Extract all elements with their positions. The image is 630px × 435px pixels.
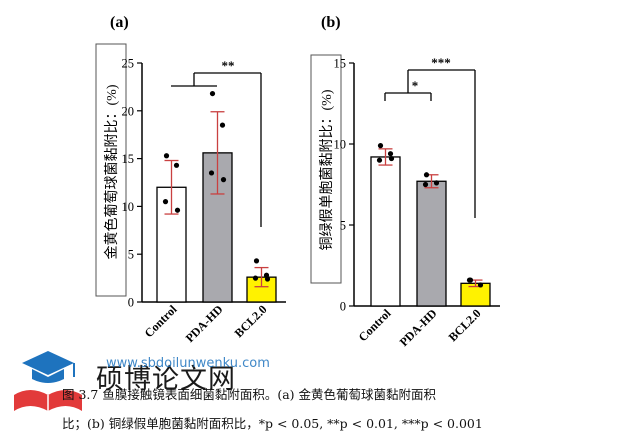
data-point <box>209 90 216 97</box>
category-label: Control <box>356 306 394 344</box>
y-tick-label: 0 <box>340 300 346 314</box>
data-point <box>163 153 170 159</box>
data-point <box>208 170 215 176</box>
panel-b-ylabel: 铜绿假单胞菌黏附比：(%) <box>319 89 335 250</box>
data-point <box>433 180 440 186</box>
bar-control <box>370 156 401 307</box>
data-point <box>376 157 383 163</box>
watermark-logo <box>14 351 82 411</box>
data-point <box>253 258 260 264</box>
caption-line-1: 图 3.7 鱼膜接触镜表面细菌黏附面积。(a) 金黄色葡萄球菌黏附面积 <box>62 384 622 403</box>
y-tick-label: 5 <box>340 219 346 233</box>
y-tick-label: 10 <box>334 138 347 152</box>
data-point <box>388 155 395 162</box>
y-tick-label: 0 <box>128 296 134 310</box>
data-point <box>422 181 429 188</box>
panel-b-label: (b) <box>321 14 341 31</box>
caption-figure-number: 图 3.7 <box>62 387 99 402</box>
panel-a-ylabel: 金黄色葡萄球菌黏附比：(%) <box>103 84 120 259</box>
data-point <box>377 143 384 149</box>
cap-base-shape <box>32 369 64 383</box>
category-label: BCL2.0 <box>232 302 270 340</box>
y-tick-label: 10 <box>122 200 135 214</box>
watermark-title: 硕博论文网 <box>96 364 236 395</box>
graduation-cap-icon <box>22 351 74 375</box>
y-tick-label: 5 <box>128 248 134 262</box>
y-tick-label: 20 <box>122 104 135 118</box>
category-label: PDA-HD <box>183 302 226 345</box>
panel-a-chart: 0 5 10 15 20 25 Control PDA-HD BCL2.0 ** <box>122 57 286 345</box>
data-point <box>252 275 259 281</box>
sig-label: ** <box>222 58 235 73</box>
panel-a-ylabel-box <box>95 43 127 297</box>
data-point <box>423 172 430 178</box>
watermark-url: www.sbdoilunwenku.com <box>106 356 270 371</box>
data-point <box>264 276 271 282</box>
category-label: PDA-HD <box>397 306 440 349</box>
y-tick-label: 25 <box>122 57 135 71</box>
data-point <box>466 277 473 283</box>
data-point <box>477 282 484 288</box>
sig-label-2: *** <box>431 55 451 70</box>
panel-a-label: (a) <box>110 14 129 31</box>
caption-line-2: 比；(b) 铜绿假单胞菌黏附面积比，*p < 0.05, **p < 0.01,… <box>62 416 483 431</box>
data-point <box>174 207 181 213</box>
sig-label-1: * <box>412 78 419 93</box>
y-tick-label: 15 <box>122 152 135 166</box>
data-point <box>220 177 227 183</box>
data-point <box>162 199 169 205</box>
data-point <box>219 122 226 128</box>
caption-line-1-text: 鱼膜接触镜表面细菌黏附面积。(a) 金黄色葡萄球菌黏附面积 <box>102 387 437 402</box>
bar-pda-hd <box>416 180 447 307</box>
category-label: Control <box>142 302 180 340</box>
category-label: BCL2.0 <box>446 306 484 344</box>
panel-b-ylabel-box <box>310 54 342 284</box>
y-tick-label: 15 <box>334 57 347 71</box>
data-point <box>173 162 180 168</box>
data-point <box>387 151 394 157</box>
